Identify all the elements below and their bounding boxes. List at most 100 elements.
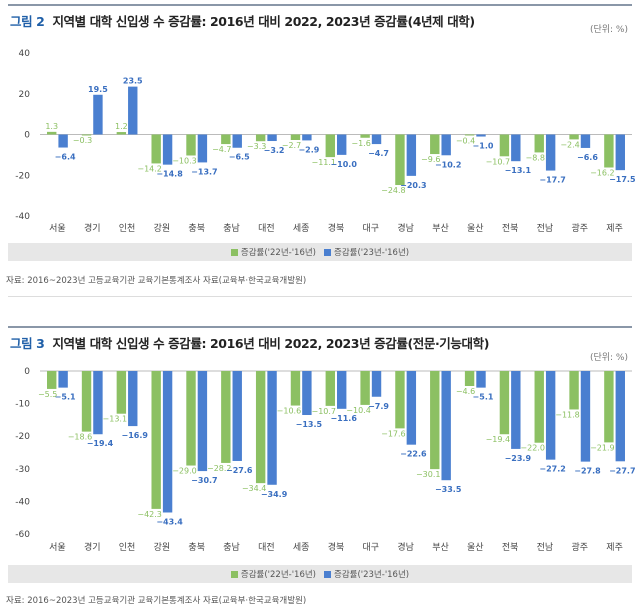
legend-item-2022: 증감률('22년-'16년) <box>230 568 316 580</box>
figure-number: 그림 3 <box>10 336 45 351</box>
legend-item-2023: 증감률('23년-'16년) <box>324 246 409 258</box>
y-tick-label: -40 <box>15 212 30 222</box>
y-tick-label: -20 <box>15 171 30 181</box>
data-label: −30.7 <box>191 476 217 485</box>
bar-2022 <box>604 134 614 168</box>
data-label: −3.2 <box>264 146 285 155</box>
legend: 증감률('22년-'16년) 증감률('23년-'16년) <box>8 565 632 583</box>
x-tick-label: 충남 <box>223 223 240 234</box>
x-tick-label: 충북 <box>188 542 205 553</box>
figure-number: 그림 2 <box>10 14 45 29</box>
y-tick-label: 0 <box>24 367 30 377</box>
bar-2023 <box>615 134 625 171</box>
data-label: −22.6 <box>400 450 427 459</box>
y-tick-label: -30 <box>15 465 30 475</box>
data-label: −4.7 <box>368 149 389 158</box>
source-note: 자료: 2016~2023년 고등교육기관 교육기본통계조사 자료(교육부·한국… <box>6 276 307 286</box>
data-label: −6.4 <box>55 153 76 162</box>
bar-2022 <box>221 371 231 463</box>
data-label: −29.0 <box>172 467 197 476</box>
x-tick-label: 인천 <box>119 223 136 234</box>
bar-2022 <box>360 134 370 138</box>
bar-2023 <box>93 371 103 435</box>
bar-2022 <box>116 371 127 414</box>
bar-2022 <box>255 371 266 484</box>
data-label: −11.1 <box>311 158 336 167</box>
x-tick-label: 경남 <box>397 541 414 553</box>
bar-2023 <box>58 134 68 148</box>
legend: 증감률('22년-'16년) 증감률('23년-'16년) <box>8 243 632 261</box>
data-label: −17.5 <box>609 175 636 184</box>
bar-2023 <box>580 371 591 462</box>
bar-2022 <box>464 134 475 136</box>
bar-2023 <box>197 134 208 163</box>
legend-swatch-green <box>230 570 238 578</box>
chart-title: 그림 3 지역별 대학 신입생 수 증감률: 2016년 대비 2022, 202… <box>10 333 489 352</box>
x-tick-label: 전북 <box>502 542 519 553</box>
bar-2023 <box>371 134 382 145</box>
bar-2023 <box>511 371 521 449</box>
bar-2022 <box>290 371 301 406</box>
data-label: −18.6 <box>68 433 93 442</box>
data-label: −10.7 <box>486 157 511 166</box>
bar-2023 <box>302 371 312 416</box>
data-label: −5.5 <box>38 390 57 399</box>
data-label: −34.9 <box>261 490 288 499</box>
data-label: −23.9 <box>505 454 532 463</box>
bar-2022 <box>534 134 544 153</box>
data-label: −6.5 <box>229 153 250 162</box>
x-tick-label: 대구 <box>363 542 380 553</box>
data-label: −11.6 <box>330 414 357 423</box>
bar-2022 <box>116 132 127 135</box>
x-tick-label: 제주 <box>606 542 623 553</box>
y-tick-label: 40 <box>19 49 31 59</box>
chart-plot-area: 40 20 0 -20 -40 1.3 −6.4 서울 −0.3 19.5 경기 1.2 23.5 인천 −… <box>15 49 636 234</box>
x-tick-label: 충북 <box>188 223 205 234</box>
y-tick-label: 0 <box>24 131 30 141</box>
x-tick-label: 인천 <box>119 542 136 553</box>
bar-2023 <box>232 134 242 148</box>
bar-2023 <box>267 134 277 142</box>
x-tick-label: 세종 <box>293 223 310 234</box>
unit-label: (단위: %) <box>589 25 628 35</box>
data-label: −10.6 <box>277 407 302 416</box>
data-label: −0.3 <box>73 136 92 145</box>
x-tick-label: 전남 <box>537 542 554 553</box>
x-tick-label: 충남 <box>223 542 240 553</box>
data-label: −27.8 <box>574 467 601 476</box>
bar-2022 <box>81 371 92 432</box>
data-label: −22.0 <box>520 444 545 453</box>
legend-label: 증감률('23년-'16년) <box>334 248 410 258</box>
x-tick-label: 광주 <box>571 222 588 234</box>
data-label: 23.5 <box>123 77 143 86</box>
chart-plot-area: 0-10-20-30-40-60−5.5−5.1서울−18.6−19.4경기−1… <box>15 367 635 553</box>
bar-2022 <box>186 371 196 466</box>
data-label: −27.7 <box>609 466 635 475</box>
x-tick-label: 대전 <box>258 223 275 234</box>
bar-2023 <box>580 134 591 148</box>
bar-2022 <box>47 371 57 389</box>
data-label: −11.8 <box>555 410 580 419</box>
bar-2022 <box>221 134 231 145</box>
bar-2023 <box>162 134 173 165</box>
data-label: −20.3 <box>400 181 426 190</box>
bar-2022 <box>499 134 510 157</box>
source-note: 자료: 2016~2023년 고등교육기관 교육기본통계조사 자료(교육부·한국… <box>6 596 307 606</box>
x-tick-label: 경기 <box>84 222 101 234</box>
legend-label: 증감률('23년-'16년) <box>334 570 410 580</box>
data-label: −2.7 <box>282 141 301 150</box>
x-tick-label: 경기 <box>84 541 101 553</box>
x-tick-label: 울산 <box>467 223 484 234</box>
bar-2023 <box>162 371 173 513</box>
data-label: −5.1 <box>473 393 494 402</box>
y-tick-label: -10 <box>15 400 30 410</box>
bar-2023 <box>545 134 556 171</box>
data-label: −4.6 <box>456 387 475 396</box>
x-tick-label: 세종 <box>293 542 310 553</box>
x-tick-label: 서울 <box>49 542 66 553</box>
data-label: −43.4 <box>156 517 183 526</box>
bar-2022 <box>430 371 440 470</box>
legend-item-2023: 증감률('23년-'16년) <box>324 568 409 580</box>
bar-2022 <box>360 371 370 405</box>
title-text: 지역별 대학 신입생 수 증감률: 2016년 대비 2022, 2023년 증… <box>52 336 490 351</box>
